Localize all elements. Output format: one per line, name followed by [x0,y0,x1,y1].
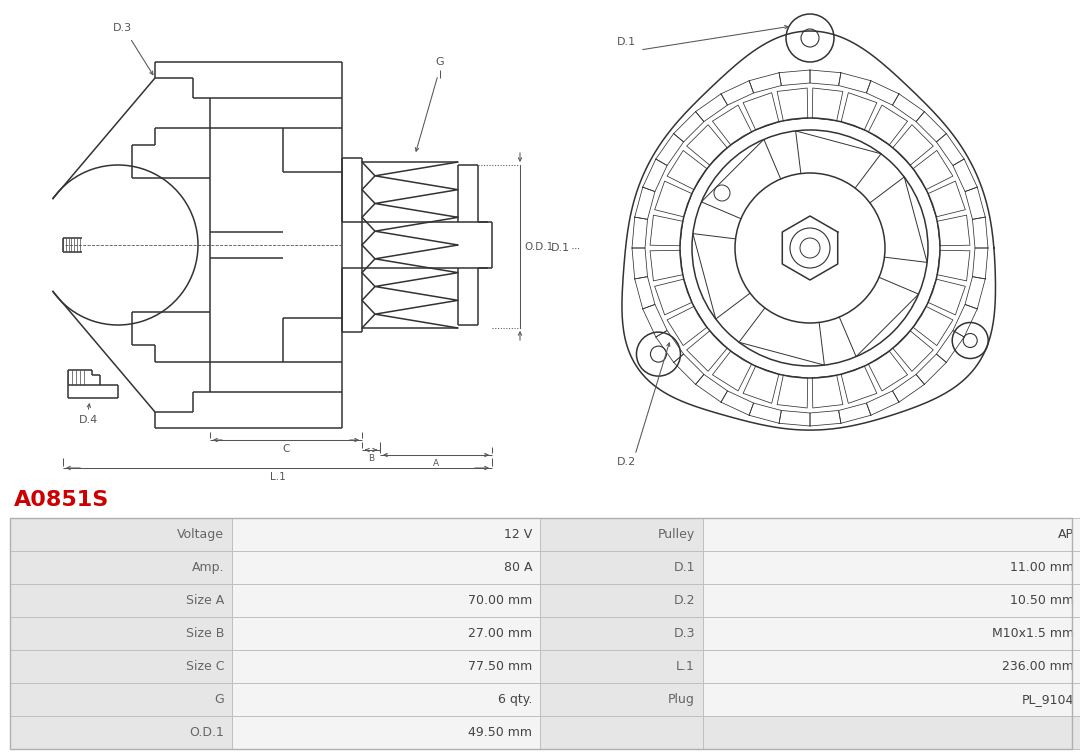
FancyBboxPatch shape [540,551,703,584]
Text: D.4: D.4 [79,415,97,425]
Text: 80 A: 80 A [503,561,532,574]
FancyBboxPatch shape [10,617,232,650]
FancyBboxPatch shape [232,650,540,683]
Text: Size C: Size C [186,660,224,673]
Text: AP: AP [1058,528,1074,541]
FancyBboxPatch shape [703,650,1080,683]
FancyBboxPatch shape [540,650,703,683]
FancyBboxPatch shape [10,716,232,749]
FancyBboxPatch shape [232,683,540,716]
Text: Voltage: Voltage [177,528,224,541]
FancyBboxPatch shape [10,584,232,617]
FancyBboxPatch shape [540,617,703,650]
Text: D.1: D.1 [674,561,696,574]
Text: 11.00 mm: 11.00 mm [1010,561,1074,574]
Text: Plug: Plug [669,693,696,706]
Text: M10x1.5 mm: M10x1.5 mm [991,627,1074,640]
Text: Size B: Size B [186,627,224,640]
Text: D.1: D.1 [551,243,570,253]
FancyBboxPatch shape [703,617,1080,650]
Text: 12 V: 12 V [503,528,532,541]
Text: C: C [282,444,289,454]
FancyBboxPatch shape [10,551,232,584]
FancyBboxPatch shape [232,518,540,551]
FancyBboxPatch shape [540,584,703,617]
Text: L.1: L.1 [270,472,285,482]
FancyBboxPatch shape [703,584,1080,617]
FancyBboxPatch shape [540,518,703,551]
Text: 236.00 mm: 236.00 mm [1002,660,1074,673]
FancyBboxPatch shape [540,716,703,749]
Text: A0851S: A0851S [14,490,109,510]
Text: 77.50 mm: 77.50 mm [468,660,532,673]
Text: Pulley: Pulley [658,528,696,541]
Text: G: G [214,693,224,706]
Text: G: G [435,57,444,67]
Text: PL_9104: PL_9104 [1022,693,1074,706]
FancyBboxPatch shape [703,716,1080,749]
FancyBboxPatch shape [232,716,540,749]
Text: 6 qty.: 6 qty. [498,693,532,706]
FancyBboxPatch shape [232,617,540,650]
FancyBboxPatch shape [232,584,540,617]
FancyBboxPatch shape [703,551,1080,584]
Text: D.3: D.3 [674,627,696,640]
FancyBboxPatch shape [703,683,1080,716]
Text: A: A [433,459,440,468]
Text: 27.00 mm: 27.00 mm [468,627,532,640]
FancyBboxPatch shape [703,518,1080,551]
Text: D.2: D.2 [617,457,636,467]
FancyBboxPatch shape [540,683,703,716]
Text: L.1: L.1 [676,660,696,673]
FancyBboxPatch shape [10,683,232,716]
FancyBboxPatch shape [10,650,232,683]
Text: Size A: Size A [186,594,224,607]
Text: Amp.: Amp. [191,561,224,574]
Text: B: B [368,453,374,462]
Text: 10.50 mm: 10.50 mm [1010,594,1074,607]
FancyBboxPatch shape [10,518,232,551]
Text: D.2: D.2 [674,594,696,607]
Text: O.D.1: O.D.1 [189,726,224,739]
Text: 70.00 mm: 70.00 mm [468,594,532,607]
Text: D.1: D.1 [617,37,636,47]
Text: D.3: D.3 [112,23,132,33]
FancyBboxPatch shape [232,551,540,584]
Text: O.D.1: O.D.1 [524,242,553,252]
Text: 49.50 mm: 49.50 mm [468,726,532,739]
